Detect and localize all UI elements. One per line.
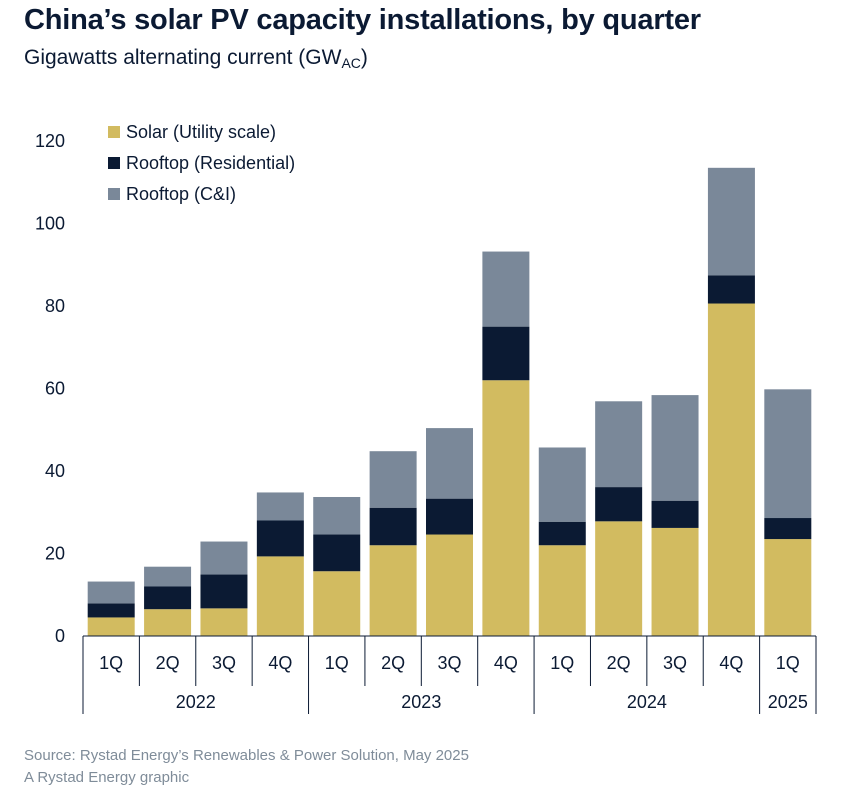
subtitle-end: ): [360, 46, 368, 69]
source-note: Source: Rystad Energy’s Renewables & Pow…: [24, 745, 469, 789]
bar-segment: [707, 167, 755, 276]
bar-segment: [764, 518, 812, 540]
legend-swatch: [108, 188, 120, 200]
x-tick-label: 1Q: [550, 653, 574, 673]
bar-segment: [651, 500, 699, 528]
bar-segment: [256, 520, 304, 557]
x-tick-label: 2Q: [607, 653, 631, 673]
x-tick-label: 4Q: [268, 653, 292, 673]
bar-segment: [426, 534, 473, 636]
y-tick-label: 20: [45, 544, 65, 564]
bar-segment: [256, 556, 304, 636]
legend-swatch: [108, 126, 120, 138]
bar-segment: [200, 608, 248, 636]
bar-segment: [538, 447, 586, 522]
bar-segment: [538, 545, 586, 636]
bar-segment: [313, 534, 361, 572]
bar-segment: [482, 380, 530, 636]
bar-segment: [313, 571, 361, 636]
bar-segment: [651, 395, 699, 501]
bar-segment: [482, 251, 530, 327]
legend-label: Rooftop (C&I): [126, 184, 236, 204]
bar-segment: [369, 507, 417, 546]
bar-segment: [369, 451, 417, 508]
bar-segment: [313, 496, 361, 535]
bar-segment: [764, 539, 812, 636]
bar-segment: [200, 574, 248, 609]
bar-segment: [200, 541, 248, 575]
y-tick-label: 0: [55, 626, 65, 646]
year-label: 2024: [627, 692, 667, 712]
x-tick-label: 4Q: [719, 653, 743, 673]
year-label: 2025: [768, 692, 808, 712]
y-tick-label: 80: [45, 296, 65, 316]
x-tick-label: 3Q: [437, 653, 461, 673]
bar-segment: [595, 487, 643, 522]
legend-label: Rooftop (Residential): [126, 153, 295, 173]
bar-segment: [369, 545, 417, 636]
x-tick-label: 4Q: [494, 653, 518, 673]
bar-segment: [426, 498, 473, 535]
bar-segment: [256, 492, 304, 521]
credit-text: A Rystad Energy graphic: [24, 769, 190, 786]
bar-segment: [144, 566, 192, 587]
x-tick-label: 3Q: [663, 653, 687, 673]
legend-label: Solar (Utility scale): [126, 122, 276, 142]
bar-segment: [707, 275, 755, 304]
bar-segment: [595, 521, 643, 636]
source-text: Source: Rystad Energy’s Renewables & Pow…: [24, 747, 469, 764]
bar-segment: [707, 303, 755, 636]
y-tick-label: 120: [35, 131, 65, 151]
x-tick-label: 1Q: [776, 653, 800, 673]
bar-segment: [426, 428, 473, 499]
subtitle-subscript: AC: [341, 55, 361, 71]
x-tick-label: 3Q: [212, 653, 236, 673]
legend-swatch: [108, 157, 120, 169]
x-tick-label: 1Q: [99, 653, 123, 673]
chart-subtitle: Gigawatts alternating current (GWAC): [24, 46, 368, 71]
bar-segment: [87, 581, 135, 604]
x-tick-label: 1Q: [325, 653, 349, 673]
x-tick-label: 2Q: [156, 653, 180, 673]
bar-segment: [538, 521, 586, 546]
bar-segment: [144, 609, 192, 636]
x-tick-label: 2Q: [381, 653, 405, 673]
year-label: 2023: [401, 692, 441, 712]
bar-segment: [764, 389, 812, 519]
bar-segment: [595, 401, 643, 488]
bar-segment: [651, 527, 699, 636]
y-tick-label: 60: [45, 379, 65, 399]
bar-segment: [87, 617, 135, 636]
y-tick-label: 40: [45, 461, 65, 481]
y-tick-label: 100: [35, 214, 65, 234]
year-label: 2022: [176, 692, 216, 712]
chart-title: China’s solar PV capacity installations,…: [24, 4, 701, 36]
bar-segment: [87, 603, 135, 618]
subtitle-main: Gigawatts alternating current (GW: [24, 46, 342, 69]
bar-segment: [482, 326, 530, 381]
bar-segment: [144, 586, 192, 610]
